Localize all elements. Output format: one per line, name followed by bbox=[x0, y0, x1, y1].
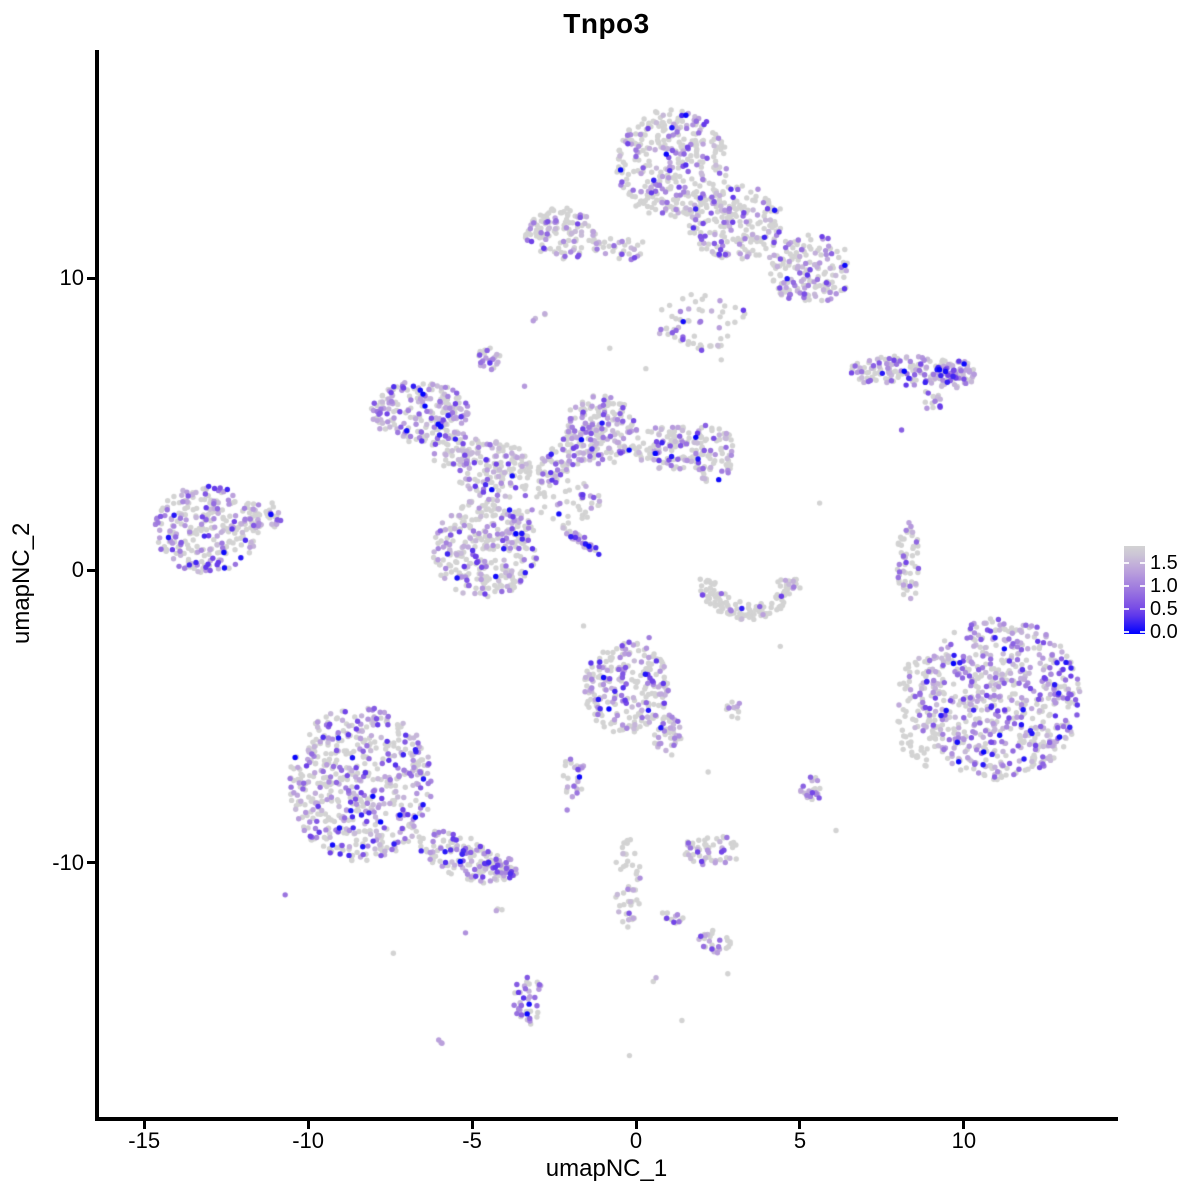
x-tick-mark bbox=[470, 1121, 474, 1129]
x-tick-label: 0 bbox=[629, 1128, 643, 1153]
x-tick-mark bbox=[798, 1121, 802, 1129]
x-tick-mark bbox=[634, 1121, 638, 1129]
legend-tick-label: 1.5 bbox=[1150, 551, 1178, 574]
x-tick-label: 5 bbox=[793, 1128, 807, 1153]
x-tick-mark bbox=[306, 1121, 310, 1129]
x-tick-label: -10 bbox=[292, 1128, 325, 1153]
legend-tick-notch bbox=[1140, 584, 1145, 587]
x-tick-mark bbox=[142, 1121, 146, 1129]
legend-tick-notch bbox=[1124, 561, 1129, 564]
y-tick-label: 10 bbox=[59, 265, 84, 291]
legend-colorbar bbox=[1124, 546, 1145, 634]
legend-tick-notch bbox=[1140, 561, 1145, 564]
y-axis-line bbox=[95, 50, 99, 1121]
y-tick-mark bbox=[87, 861, 95, 865]
y-axis-title: umapNC_2 bbox=[8, 522, 35, 645]
y-tick-label: -10 bbox=[52, 849, 84, 875]
x-axis-line bbox=[95, 1117, 1118, 1121]
legend-tick-notch bbox=[1124, 584, 1129, 587]
legend-tick-notch bbox=[1124, 607, 1129, 610]
x-axis-title: umapNC_1 bbox=[545, 1155, 668, 1182]
x-tick-mark bbox=[962, 1121, 966, 1129]
y-tick-mark bbox=[87, 276, 95, 280]
legend-tick-notch bbox=[1124, 630, 1129, 633]
legend-tick-label: 0.5 bbox=[1150, 597, 1178, 620]
x-tick-label: -15 bbox=[128, 1128, 161, 1153]
y-tick-mark bbox=[87, 568, 95, 572]
x-tick-label: 10 bbox=[951, 1128, 977, 1153]
y-tick-label: 0 bbox=[71, 557, 84, 583]
legend-tick-label: 0.0 bbox=[1150, 620, 1178, 643]
legend-tick-label: 1.0 bbox=[1150, 574, 1178, 597]
legend-tick-notch bbox=[1140, 630, 1145, 633]
x-tick-label: -5 bbox=[462, 1128, 482, 1153]
legend-tick-notch bbox=[1140, 607, 1145, 610]
